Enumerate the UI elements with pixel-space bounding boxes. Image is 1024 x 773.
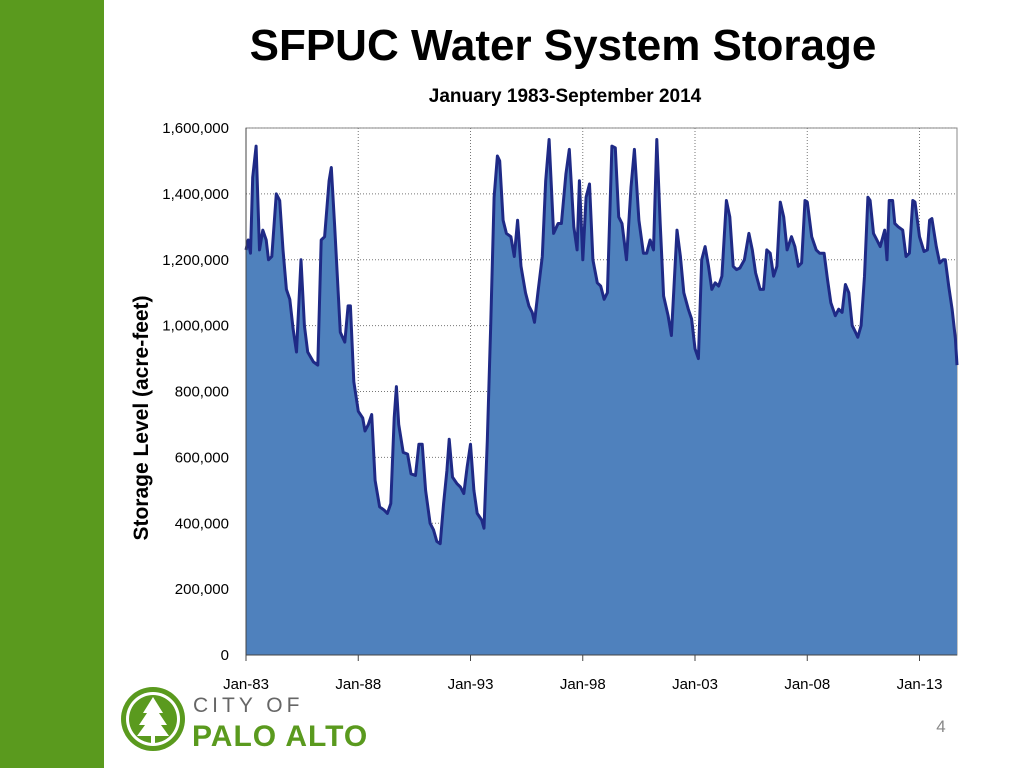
logo-line1: CITY OF <box>193 694 303 717</box>
x-tick-label: Jan-03 <box>672 676 718 693</box>
chart-subtitle: January 1983-September 2014 <box>429 86 702 107</box>
x-tick-label: Jan-83 <box>223 676 269 693</box>
logo-line2: PALO ALTO <box>192 720 368 753</box>
side-bar <box>0 0 104 768</box>
y-tick-label: 1,400,000 <box>162 186 229 203</box>
x-tick-label: Jan-88 <box>335 676 381 693</box>
y-axis-label: Storage Level (acre-feet) <box>130 295 153 540</box>
chart-title: SFPUC Water System Storage <box>250 21 877 70</box>
y-tick-label: 0 <box>221 647 229 664</box>
y-tick-label: 1,600,000 <box>162 120 229 137</box>
y-tick-label: 1,000,000 <box>162 318 229 335</box>
y-tick-label: 400,000 <box>175 515 229 532</box>
x-tick-label: Jan-08 <box>784 676 830 693</box>
x-tick-label: Jan-13 <box>897 676 943 693</box>
y-tick-label: 800,000 <box>175 384 229 401</box>
area-line <box>244 138 959 546</box>
logo: CITY OF PALO ALTO <box>121 687 368 753</box>
x-tick-label: Jan-93 <box>448 676 494 693</box>
page-number: 4 <box>936 717 945 736</box>
y-tick-label: 200,000 <box>175 581 229 598</box>
y-tick-label: 1,200,000 <box>162 252 229 269</box>
x-tick-label: Jan-98 <box>560 676 606 693</box>
area-fill <box>246 139 957 655</box>
y-tick-label: 600,000 <box>175 449 229 466</box>
